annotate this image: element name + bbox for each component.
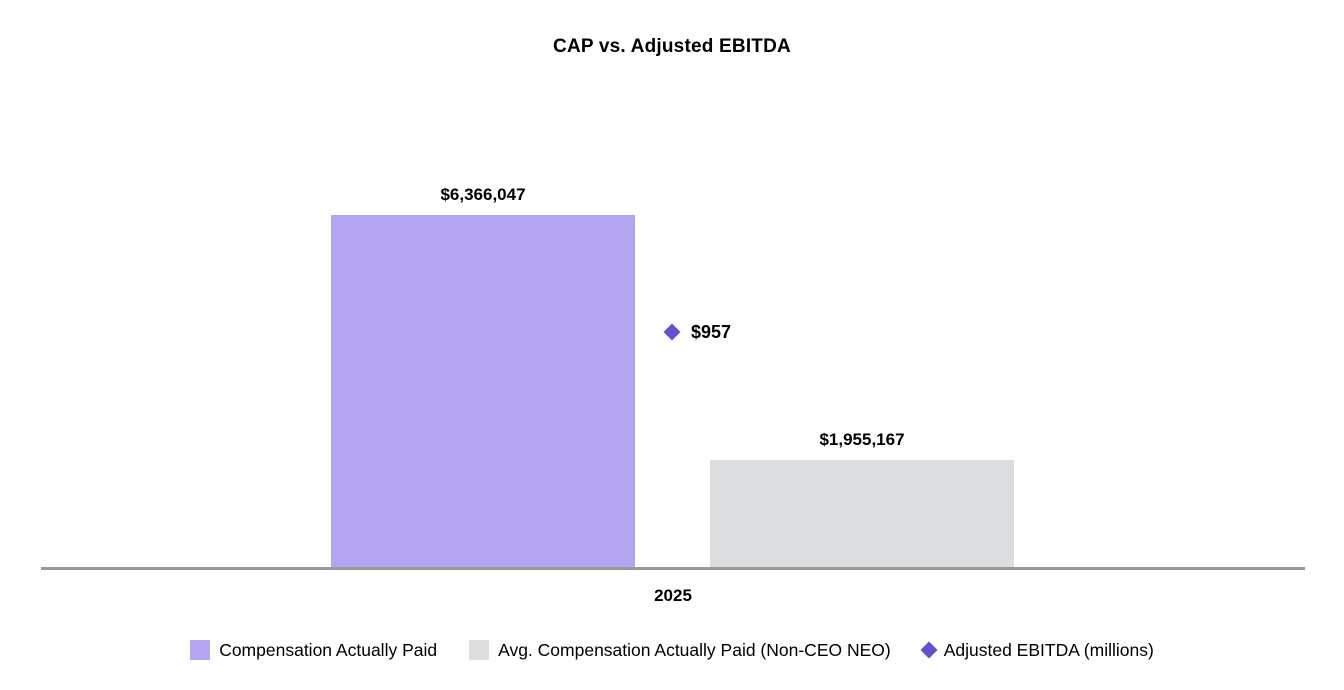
legend-item-avg-compensation: Avg. Compensation Actually Paid (Non-CEO… [469, 638, 891, 662]
marker-value-label: $957 [691, 322, 732, 342]
legend-square-swatch-icon [469, 640, 490, 660]
bar-compensation-actually-paid: $6,366,047 [331, 185, 635, 568]
legend-square-swatch-icon [190, 640, 211, 660]
legend-label-adjusted-ebitda: Adjusted EBITDA (millions) [943, 640, 1154, 660]
bar-value-label-avg: $1,955,167 [819, 430, 905, 449]
x-axis-tick-label: 2025 [654, 586, 692, 605]
legend: Compensation Actually Paid Avg. Compensa… [0, 638, 1344, 662]
diamond-marker-icon [663, 323, 681, 341]
legend-label-avg-compensation: Avg. Compensation Actually Paid (Non-CEO… [498, 640, 891, 660]
adjusted-ebitda-marker-group: $957 [663, 322, 732, 342]
chart-title: CAP vs. Adjusted EBITDA [553, 36, 791, 57]
bar-value-label-cap: $6,366,047 [440, 185, 526, 204]
x-axis-line [41, 567, 1305, 570]
legend-item-compensation-actually-paid: Compensation Actually Paid [190, 638, 437, 662]
bar-avg-compensation-non-ceo-neo: $1,955,167 [710, 430, 1014, 568]
legend-item-adjusted-ebitda: Adjusted EBITDA (millions) [920, 638, 1154, 662]
legend-label-compensation-actually-paid: Compensation Actually Paid [219, 640, 438, 660]
legend-diamond-swatch-icon [920, 641, 938, 659]
